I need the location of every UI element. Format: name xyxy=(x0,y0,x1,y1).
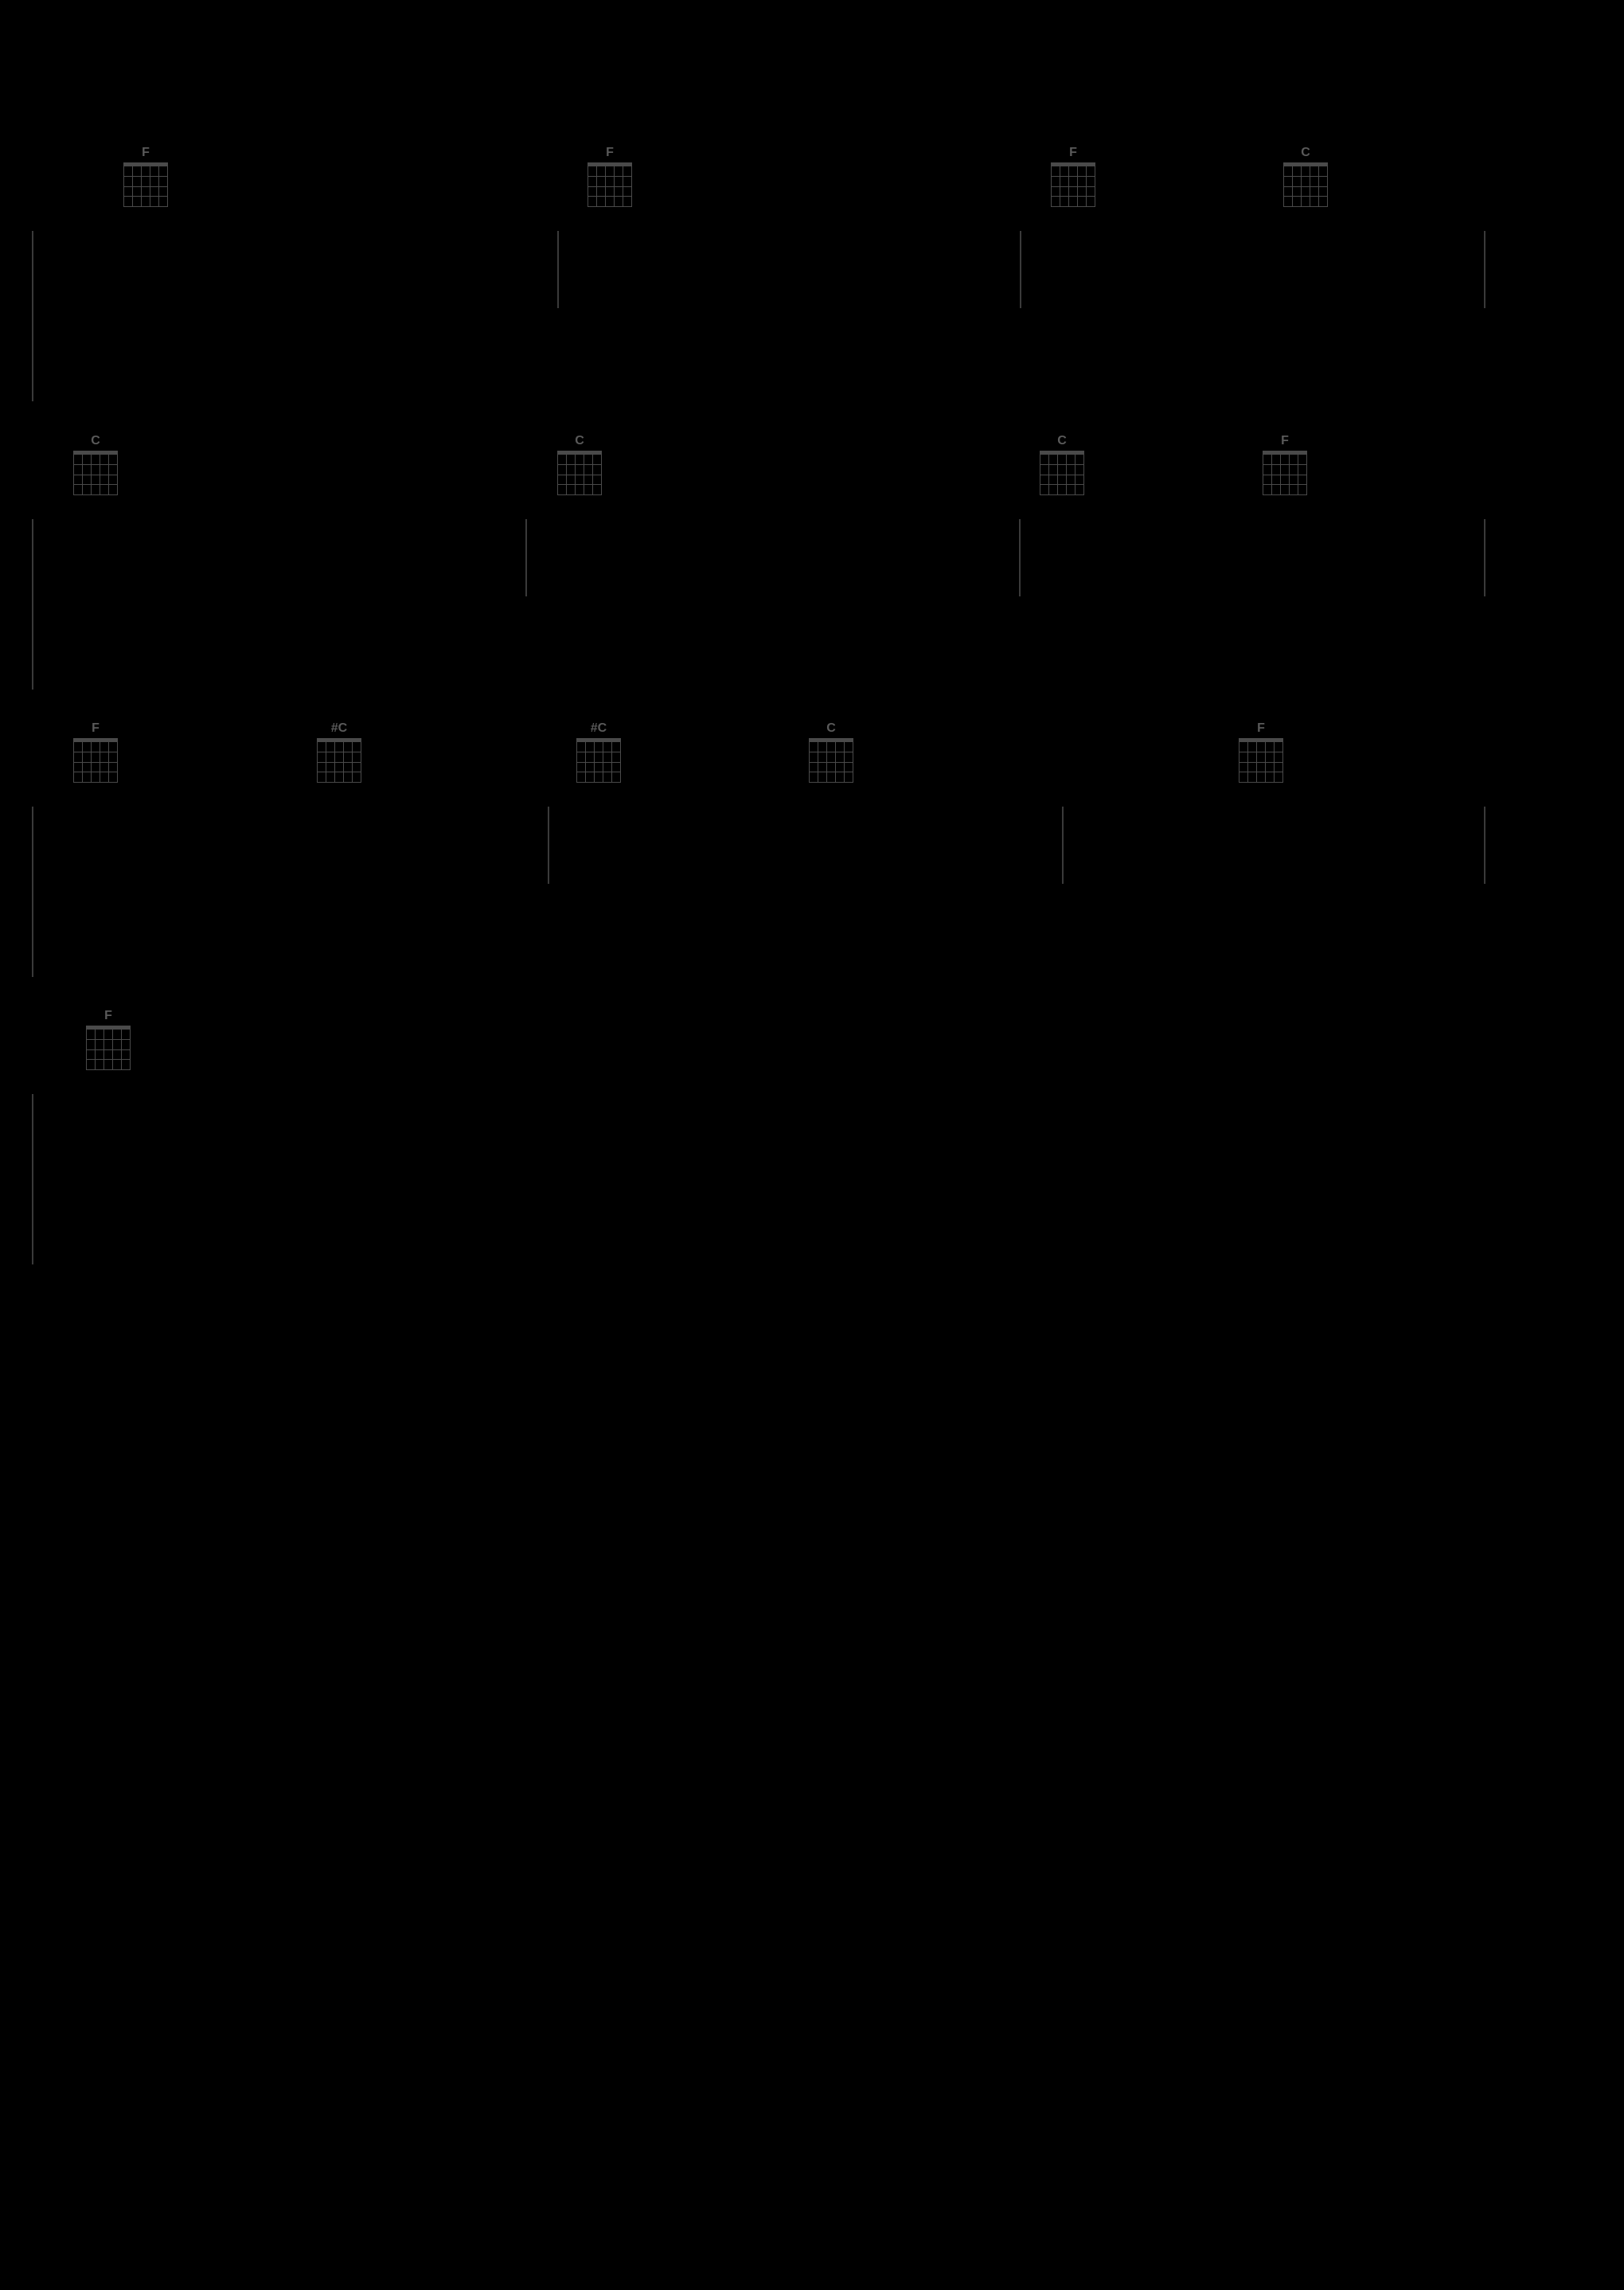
barline xyxy=(557,231,559,308)
barline xyxy=(1484,807,1485,884)
barline xyxy=(1484,231,1485,308)
sheet-page: F F F C C C C F F #C #C C F F xyxy=(0,0,1624,2290)
chord-name: F xyxy=(1239,722,1283,735)
chord-diagram: C xyxy=(557,435,602,495)
chord-diagram: F xyxy=(1239,722,1283,783)
chord-diagram: F xyxy=(1263,435,1307,495)
barline xyxy=(32,1094,33,1264)
chord-name: C xyxy=(1283,147,1328,159)
chord-name: C xyxy=(1040,435,1084,447)
chord-name: F xyxy=(1051,147,1095,159)
chord-diagram: #C xyxy=(576,722,621,783)
chord-name: C xyxy=(73,435,118,447)
chord-diagram: F xyxy=(1051,147,1095,207)
barline xyxy=(32,807,33,977)
barline xyxy=(1019,519,1021,596)
chord-name: F xyxy=(1263,435,1307,447)
chord-diagram: C xyxy=(1040,435,1084,495)
barline xyxy=(1062,807,1064,884)
chord-name: F xyxy=(123,147,168,159)
barline xyxy=(1484,519,1485,596)
chord-diagram: F xyxy=(73,722,118,783)
chord-diagram: F xyxy=(86,1010,131,1070)
chord-diagram: C xyxy=(809,722,853,783)
barline xyxy=(525,519,527,596)
chord-name: F xyxy=(73,722,118,735)
chord-name: F xyxy=(588,147,632,159)
chord-name: F xyxy=(86,1010,131,1022)
chord-diagram: F xyxy=(123,147,168,207)
chord-diagram: F xyxy=(588,147,632,207)
chord-name: #C xyxy=(576,722,621,735)
chord-name: C xyxy=(809,722,853,735)
barline xyxy=(548,807,549,884)
chord-name: C xyxy=(557,435,602,447)
chord-diagram: #C xyxy=(317,722,361,783)
chord-diagram: C xyxy=(73,435,118,495)
chord-name: #C xyxy=(317,722,361,735)
chord-diagram: C xyxy=(1283,147,1328,207)
barline xyxy=(1020,231,1021,308)
barline xyxy=(32,519,33,690)
barline xyxy=(32,231,33,401)
